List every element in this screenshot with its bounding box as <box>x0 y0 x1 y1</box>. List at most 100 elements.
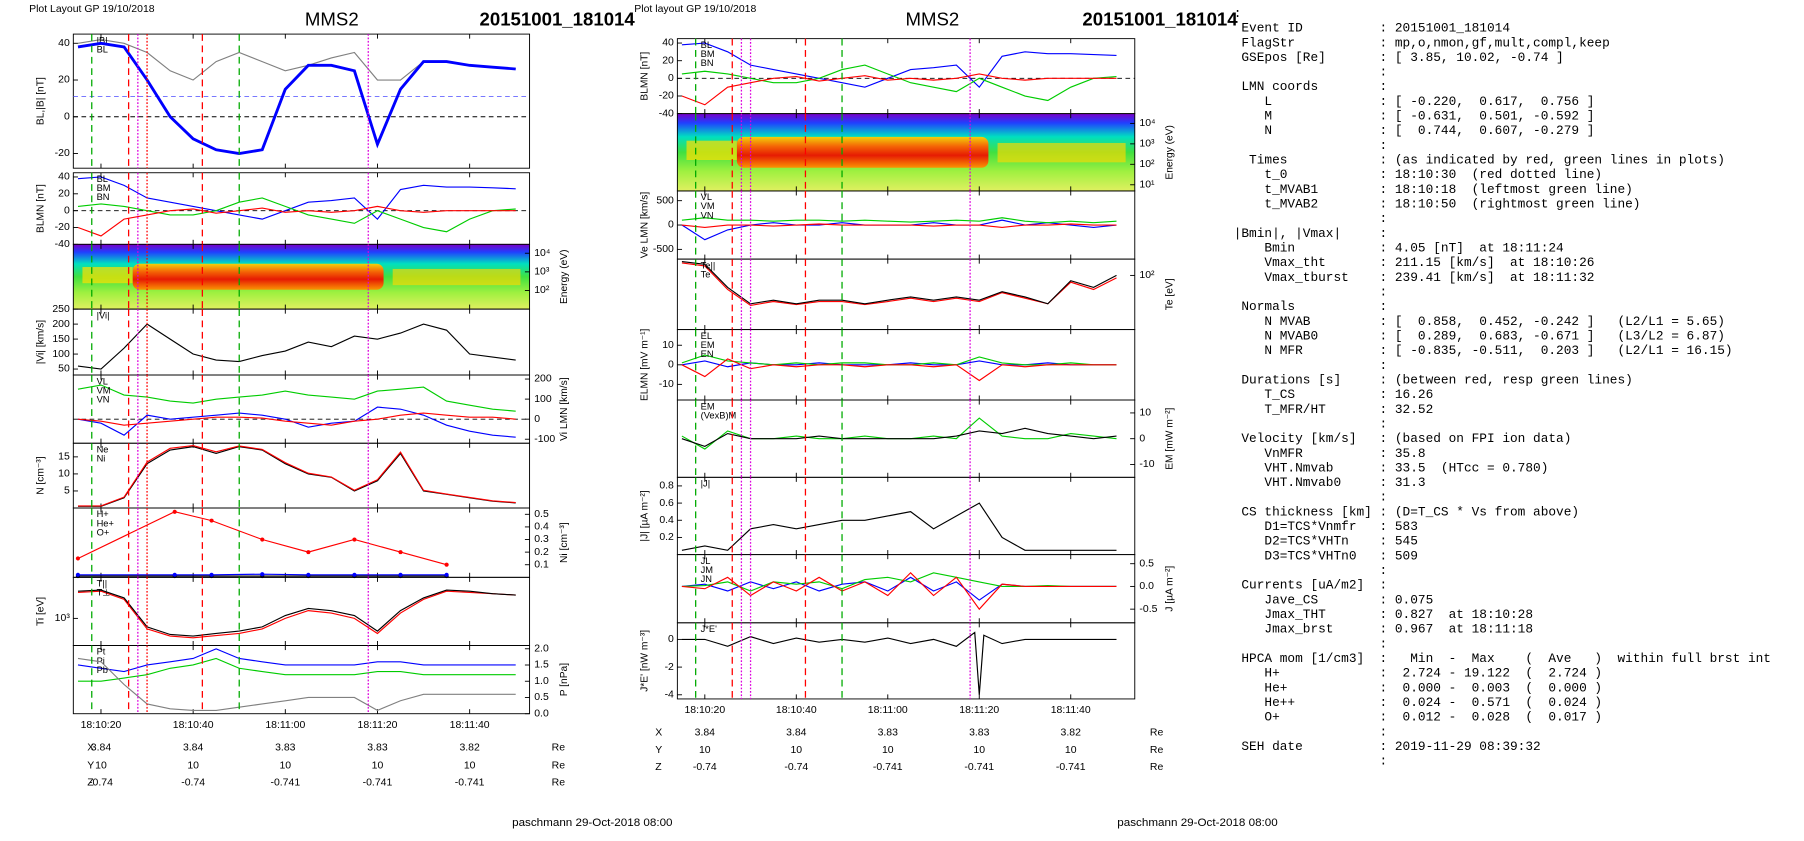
info-line: M : [ -0.631, 0.501, -0.592 ] <box>1234 109 1595 124</box>
position-value: -0.74 <box>181 778 205 789</box>
position-value: 10 <box>882 745 894 756</box>
legend-entry: |B| <box>97 35 108 45</box>
series-line <box>77 573 447 576</box>
series-line <box>77 197 516 233</box>
y-axis-label: BLMN [nT] <box>639 52 650 101</box>
series-line <box>77 657 516 712</box>
y-axis-label: ELMN [mV m⁻¹] <box>639 328 650 401</box>
position-value: 3.84 <box>695 728 716 739</box>
y-tick-label: 10² <box>534 285 550 296</box>
position-unit: Re <box>1150 762 1164 773</box>
y-tick-label: 20 <box>58 75 70 86</box>
station: MMS2 <box>905 8 959 29</box>
position-value: 3.83 <box>969 728 990 739</box>
position-value: 10 <box>279 761 291 772</box>
position-unit: Re <box>1150 728 1164 739</box>
panel-frame <box>72 507 531 578</box>
panel: -4 -2 0 J*E' [nW m⁻³] 18:10:20 18:10:40 18:11:… <box>639 622 1136 716</box>
position-label: Z <box>87 778 93 789</box>
legend-entry: EL <box>701 331 712 341</box>
position-value: 3.82 <box>1061 728 1082 739</box>
legend-entry: Te|| <box>701 260 716 270</box>
info-line: N MVAB : [ 0.858, 0.452, -0.242 ] (L2/L1… <box>1234 314 1725 329</box>
series-marker <box>306 572 311 577</box>
y-tick-label: -40 <box>659 108 674 119</box>
series-marker <box>352 537 357 542</box>
position-value: 3.84 <box>91 743 112 754</box>
y-tick-label: 10¹ <box>1139 180 1155 191</box>
y-tick-label: 10³ <box>55 613 71 624</box>
panel: 10² Te [eV] Te||Te <box>676 258 1175 331</box>
y-tick-label: -40 <box>55 239 70 250</box>
position-value: -0.74 <box>693 762 717 773</box>
y-tick-label: 10 <box>662 340 674 351</box>
panel: 10¹ 10² 10³ 10⁴ Energy (eV) <box>676 113 1175 192</box>
series-line <box>77 445 516 507</box>
position-value: 10 <box>372 761 384 772</box>
y-axis-label: |Vi| [km/s] <box>35 320 46 364</box>
position-value: -0.741 <box>363 778 393 789</box>
info-line: |Bmin|, |Vmax| : <box>1234 226 1388 241</box>
panel: 50 100 150 200 250 |Vi| [km/s] |Vi| <box>35 304 531 376</box>
legend-entry: BM <box>701 49 715 59</box>
y-tick-label: -10 <box>1139 459 1154 470</box>
info-line: T_MFR/HT : 32.52 <box>1234 402 1434 417</box>
info-line: N : [ 0.744, 0.607, -0.279 ] <box>1234 123 1595 138</box>
series-line <box>681 219 1117 241</box>
info-line: He++ : 0.024 - 0.571 ( 0.024 ) <box>1234 695 1602 710</box>
position-value: 3.83 <box>367 743 388 754</box>
position-value: 10 <box>790 745 802 756</box>
series-marker <box>398 572 403 577</box>
position-value: 10 <box>1065 745 1077 756</box>
series-marker <box>352 572 357 577</box>
info-line: Velocity [km/s] : (based on FPI ion data… <box>1234 431 1572 446</box>
panel-frame <box>72 645 531 715</box>
y-axis-label: BLMN [nT] <box>35 184 46 233</box>
position-value: 10 <box>187 761 199 772</box>
y-tick-label: 40 <box>58 38 70 49</box>
series-marker <box>444 572 449 577</box>
position-unit: Re <box>1150 745 1164 756</box>
position-value: 10 <box>973 745 985 756</box>
legend-entry: T⊥ <box>97 588 111 598</box>
panel-frame <box>676 622 1136 700</box>
series-line <box>77 446 516 507</box>
y-tick-label: 0 <box>668 220 674 231</box>
legend-entry: T|| <box>97 579 108 589</box>
panel-frame <box>72 576 531 646</box>
panel-frame <box>72 442 531 509</box>
position-value: -0.741 <box>1056 762 1086 773</box>
y-tick-label: 5 <box>64 486 70 497</box>
y-tick-label: -100 <box>534 434 555 445</box>
y-axis-label: BL,|B| [nT] <box>35 77 46 125</box>
position-label: X <box>87 743 94 754</box>
y-tick-label: 0 <box>668 360 674 371</box>
info-line: HPCA mom [1/cm3] : Min - Max ( Ave ) wit… <box>1234 651 1771 666</box>
event-id: 20151001_181014 <box>480 8 636 29</box>
series-marker <box>75 572 81 577</box>
info-line: Vmax_tht : 211.15 [km/s] at 18:10:26 <box>1234 255 1595 270</box>
legend-entry: JL <box>701 556 711 566</box>
series-marker <box>260 537 265 542</box>
y-tick-label: 10³ <box>534 267 550 278</box>
x-tick-label: 18:11:20 <box>357 720 397 731</box>
series-marker <box>209 572 214 577</box>
panel-frame <box>72 308 531 376</box>
y-axis-label: Te [eV] <box>1164 278 1175 310</box>
y-tick-label: 0.5 <box>534 509 549 520</box>
y-tick-label: 10³ <box>1139 139 1155 150</box>
info-line: Currents [uA/m2] : <box>1234 578 1388 593</box>
position-label: X <box>655 728 662 739</box>
info-line: Vmax_tburst : 239.41 [km/s] at 18:11:32 <box>1234 270 1595 285</box>
legend-entry: J*E' <box>701 624 717 634</box>
y-tick-label: 10 <box>58 469 70 480</box>
series-marker <box>209 518 214 523</box>
legend-entry: BL <box>701 40 712 50</box>
info-line: N MVAB0 : [ 0.289, 0.683, -0.671 ] (L3/L… <box>1234 329 1725 344</box>
footer: paschmann 29-Oct-2018 08:00 <box>1117 817 1277 829</box>
series-marker <box>172 572 177 577</box>
position-unit: Re <box>552 743 566 754</box>
legend-entry: |J| <box>701 479 710 489</box>
